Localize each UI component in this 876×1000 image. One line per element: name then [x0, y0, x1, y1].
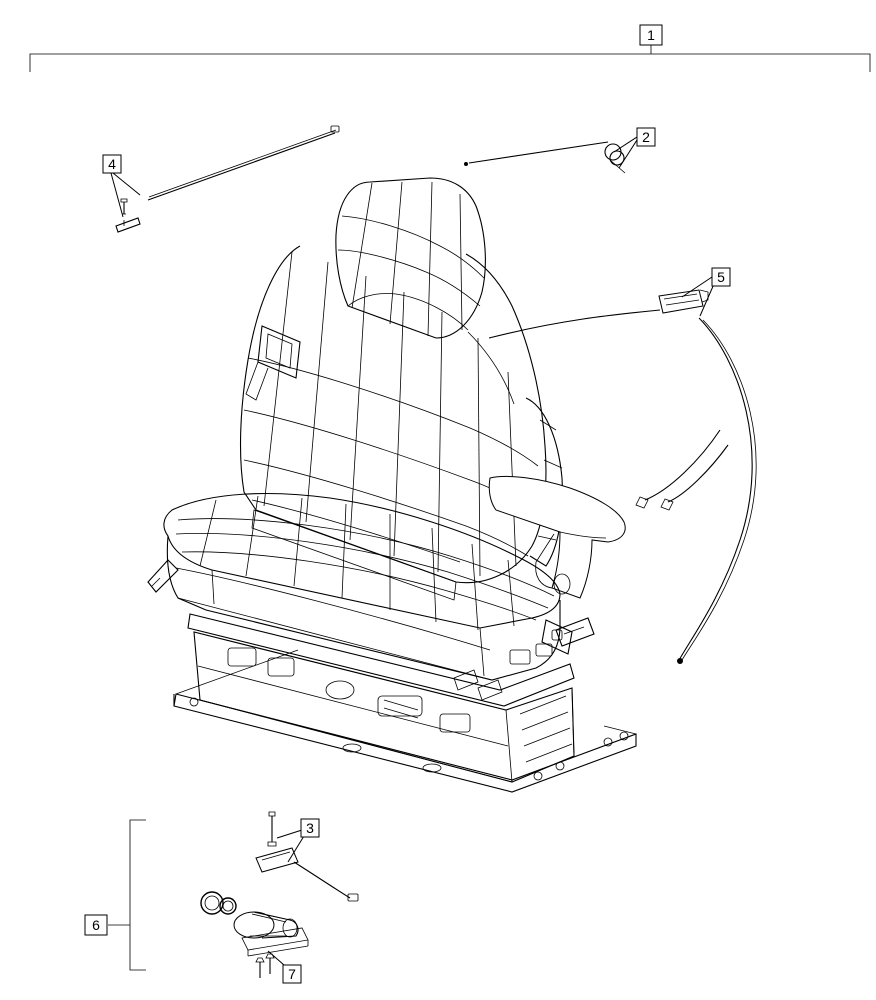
callout-7: 7 — [283, 965, 301, 983]
svg-text:3: 3 — [306, 820, 314, 836]
bracket-overall-1 — [30, 45, 870, 72]
callout-1: 1 — [640, 25, 662, 45]
callout-3: 3 — [301, 819, 319, 837]
part-7-screws — [256, 954, 274, 978]
part-2-cable-clip — [464, 142, 625, 173]
svg-text:7: 7 — [288, 966, 296, 982]
leaders — [111, 137, 714, 965]
svg-text:2: 2 — [642, 129, 650, 145]
bracket-subassembly-6 — [108, 820, 146, 970]
diagram-canvas: 1 2 3 4 5 6 7 — [0, 0, 876, 1000]
callout-5: 5 — [712, 268, 730, 286]
svg-text:6: 6 — [92, 917, 100, 933]
callout-6: 6 — [85, 915, 107, 935]
svg-text:1: 1 — [647, 27, 655, 43]
callout-2: 2 — [637, 128, 655, 146]
svg-text:4: 4 — [108, 156, 116, 172]
callouts: 1 2 3 4 5 6 7 — [85, 25, 730, 983]
seat-assembly — [148, 178, 636, 792]
svg-text:5: 5 — [717, 269, 725, 285]
part-4-tie-rod — [116, 126, 339, 232]
callout-4: 4 — [103, 155, 121, 173]
part-5-harness — [489, 290, 756, 664]
